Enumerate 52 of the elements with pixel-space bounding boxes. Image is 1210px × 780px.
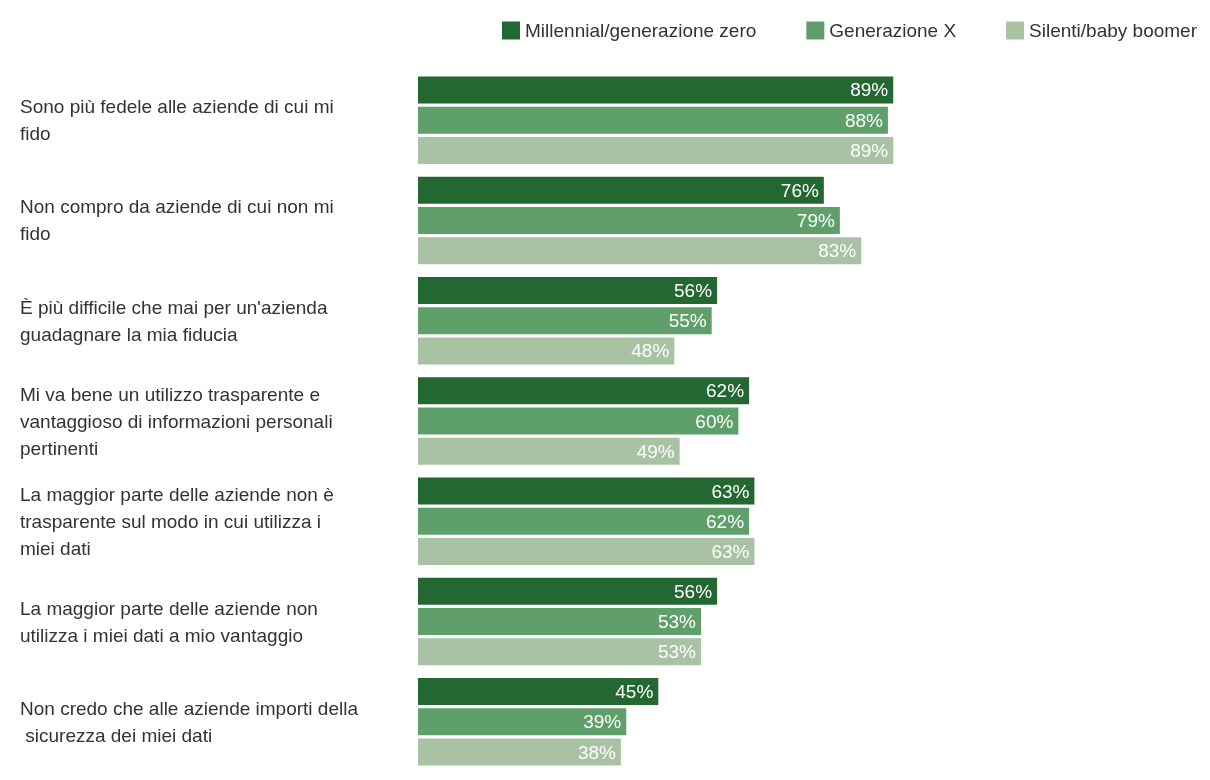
bar [418, 276, 718, 304]
bar [418, 337, 675, 365]
bar [418, 708, 627, 736]
data-label: 76% [780, 179, 819, 201]
data-label: 62% [706, 510, 745, 532]
bar [418, 608, 702, 636]
data-label: 56% [674, 580, 713, 602]
bar [418, 407, 739, 435]
data-label: 45% [615, 681, 654, 703]
data-label: 48% [631, 340, 670, 362]
y-tick-label: Non compro da aziende di cui non mi fido [20, 196, 339, 245]
bar [418, 507, 750, 535]
data-label: 60% [695, 410, 734, 432]
data-label: 38% [577, 741, 617, 763]
bar [418, 738, 621, 766]
data-label: 39% [583, 711, 622, 733]
y-tick-label: Non credo che alle aziende importi della sicurezza dei miei dati [20, 697, 359, 746]
data-label: 89% [850, 79, 889, 101]
bar [418, 437, 680, 465]
y-tick-label: Sono più fedele alle aziende di cui mi fido [20, 96, 339, 145]
bar [418, 577, 718, 605]
data-label: 55% [668, 310, 707, 332]
bar [418, 206, 840, 234]
bar [418, 106, 888, 134]
data-label: 49% [636, 440, 675, 462]
data-label: 83% [818, 240, 857, 262]
y-tick-label: Mi va bene un utilizzo trasparente e vantaggioso di informazioni personali pertinenti [20, 383, 338, 459]
bar [418, 307, 712, 335]
bar [418, 237, 862, 265]
data-label: 53% [657, 611, 697, 633]
bar [418, 538, 755, 566]
bar [418, 477, 755, 505]
data-label: 62% [706, 380, 745, 402]
bar [418, 136, 894, 164]
bar [418, 76, 894, 104]
bar [418, 377, 750, 405]
legend-label: Silenti/baby boomer [1029, 20, 1198, 41]
legend-label: Millennial/generazione zero [525, 20, 757, 41]
data-label: 63% [711, 480, 750, 502]
data-label: 63% [711, 541, 750, 563]
data-label: 79% [796, 209, 835, 231]
bar [418, 176, 824, 204]
data-label: 53% [657, 641, 697, 663]
bar [418, 638, 702, 666]
data-label: 56% [674, 279, 713, 301]
bar [418, 678, 659, 706]
legend-label: Generazione X [829, 20, 957, 41]
data-label: 88% [844, 109, 884, 131]
data-label: 89% [850, 139, 889, 161]
y-tick-label: È più difficile che mai per un'azienda guadagnare la mia fiducia [20, 296, 333, 345]
y-tick-label: La maggior parte delle aziende non utilizza i miei dati a mio vantaggio [20, 597, 324, 646]
y-tick-label: La maggior parte delle aziende non è trasparente sul modo in cui utilizza i miei dati [20, 483, 340, 559]
